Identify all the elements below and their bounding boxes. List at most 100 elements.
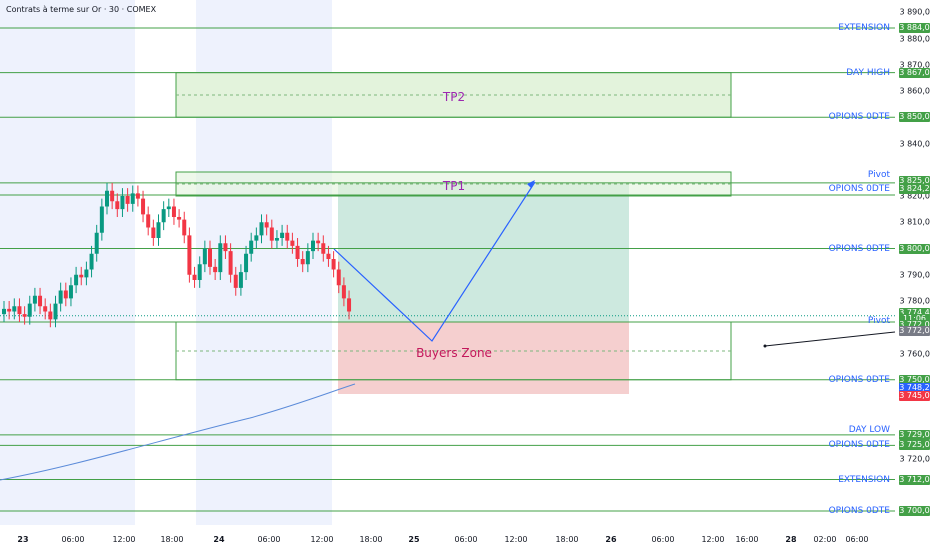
- price-tag: 3 745,0: [899, 391, 930, 402]
- candle-body: [141, 198, 146, 215]
- candle-body: [187, 235, 192, 275]
- candle-body: [238, 272, 243, 288]
- time-axis-label: 18:00: [160, 535, 184, 544]
- candle-body: [2, 308, 6, 315]
- tp2-label: TP2: [442, 90, 466, 104]
- price-axis-label: 3 720,0: [899, 454, 930, 463]
- time-axis-label: 06:00: [845, 535, 869, 544]
- price-tag: 3 824,2: [899, 183, 930, 194]
- time-axis-label: 06:00: [651, 535, 675, 544]
- time-axis-label: 06:00: [454, 535, 478, 544]
- candle-body: [305, 251, 310, 265]
- candle-body: [53, 303, 58, 320]
- candle-body: [197, 264, 202, 280]
- candle-body: [182, 219, 187, 236]
- level-label: OPIONS 0DTE: [828, 183, 890, 194]
- candle-body: [171, 206, 176, 217]
- candle-body: [290, 240, 295, 246]
- candle-body: [27, 303, 32, 317]
- candle-body: [202, 248, 207, 265]
- level-label: OPIONS 0DTE: [828, 243, 890, 254]
- price-axis-label: 3 840,0: [899, 139, 930, 148]
- price-tag: 11:06: [899, 313, 930, 324]
- level-label: EXTENSION: [838, 474, 890, 485]
- candle-body: [177, 217, 182, 220]
- time-axis-label: 25: [408, 535, 420, 544]
- candle-body: [110, 190, 115, 202]
- candle-body: [84, 269, 89, 278]
- candle-body: [156, 222, 161, 238]
- candle-body: [17, 306, 22, 315]
- candle-body: [99, 206, 104, 233]
- price-tag: 3 750,0: [899, 374, 930, 385]
- buyers-zone-label: Buyers Zone: [416, 346, 492, 360]
- stop-zone: [338, 322, 629, 394]
- time-axis-label: 23: [17, 535, 29, 544]
- level-label: DAY HIGH: [846, 67, 890, 78]
- candle-body: [68, 285, 73, 299]
- level-label: DAY LOW: [848, 424, 890, 435]
- candle-body: [32, 295, 37, 304]
- candle-body: [347, 298, 352, 312]
- candle-body: [135, 193, 140, 199]
- time-axis-label: 02:00: [813, 535, 837, 544]
- candle-body: [166, 206, 171, 210]
- candle-body: [274, 238, 279, 241]
- candle-body: [115, 201, 120, 210]
- price-tag: 3 867,0: [899, 67, 930, 78]
- level-label: Pivot: [867, 170, 890, 180]
- candle-body: [89, 253, 94, 270]
- candle-body: [125, 196, 130, 204]
- candle-body: [151, 227, 156, 238]
- chart-title: Contrats à terme sur Or · 30 · COMEX: [6, 5, 157, 14]
- time-axis-label: 16:00: [735, 535, 759, 544]
- candle-body: [341, 285, 346, 299]
- candle-body: [254, 235, 259, 241]
- price-axis-label: 3 860,0: [899, 86, 930, 96]
- time-axis-label: 12:00: [112, 535, 136, 544]
- candle-body: [233, 274, 238, 288]
- candle-body: [249, 240, 254, 254]
- price-tag: 3 800,0: [899, 243, 930, 254]
- price-axis-label: 3 810,0: [899, 217, 930, 227]
- arrow-head: [527, 180, 535, 188]
- price-tag: 3 748,2: [899, 383, 930, 394]
- candle-body: [79, 274, 84, 278]
- candle-body: [295, 245, 300, 259]
- time-axis-label: 28: [785, 535, 797, 544]
- ray-anchor: [763, 344, 767, 348]
- level-label: OPIONS 0DTE: [828, 440, 890, 451]
- candle-body: [285, 232, 290, 241]
- time-axis-label: 24: [213, 535, 225, 544]
- level-label: OPIONS 0DTE: [828, 374, 890, 385]
- candle-body: [38, 295, 43, 307]
- price-axis-label: 3 820,0: [899, 191, 930, 201]
- candle-body: [192, 274, 197, 280]
- candle-body: [146, 214, 151, 228]
- price-tag: 3 700,0: [899, 506, 930, 516]
- candle-body: [48, 311, 53, 320]
- candle-body: [244, 253, 249, 273]
- level-label: OPIONS 0DTE: [828, 112, 890, 123]
- candle-body: [208, 248, 212, 267]
- time-axis-label: 12:00: [310, 535, 334, 544]
- candle-body: [326, 253, 331, 259]
- price-axis-label: 3 790,0: [899, 270, 930, 280]
- candle-body: [105, 190, 109, 207]
- ray-line: [764, 331, 896, 347]
- candle-body: [311, 240, 315, 252]
- candle-body: [63, 290, 68, 299]
- candle-body: [264, 222, 269, 228]
- price-tag: 3 850,0: [899, 112, 930, 123]
- price-tag: 3 772,0: [899, 326, 930, 337]
- price-axis-label: 3 880,0: [899, 34, 930, 43]
- candle-body: [22, 314, 27, 317]
- candle-body: [269, 227, 274, 241]
- candle-body: [120, 196, 125, 210]
- candle-body: [12, 306, 17, 312]
- candle-body: [213, 266, 218, 273]
- candle-body: [223, 243, 228, 252]
- candle-body: [228, 251, 233, 275]
- level-label: EXTENSION: [838, 23, 890, 33]
